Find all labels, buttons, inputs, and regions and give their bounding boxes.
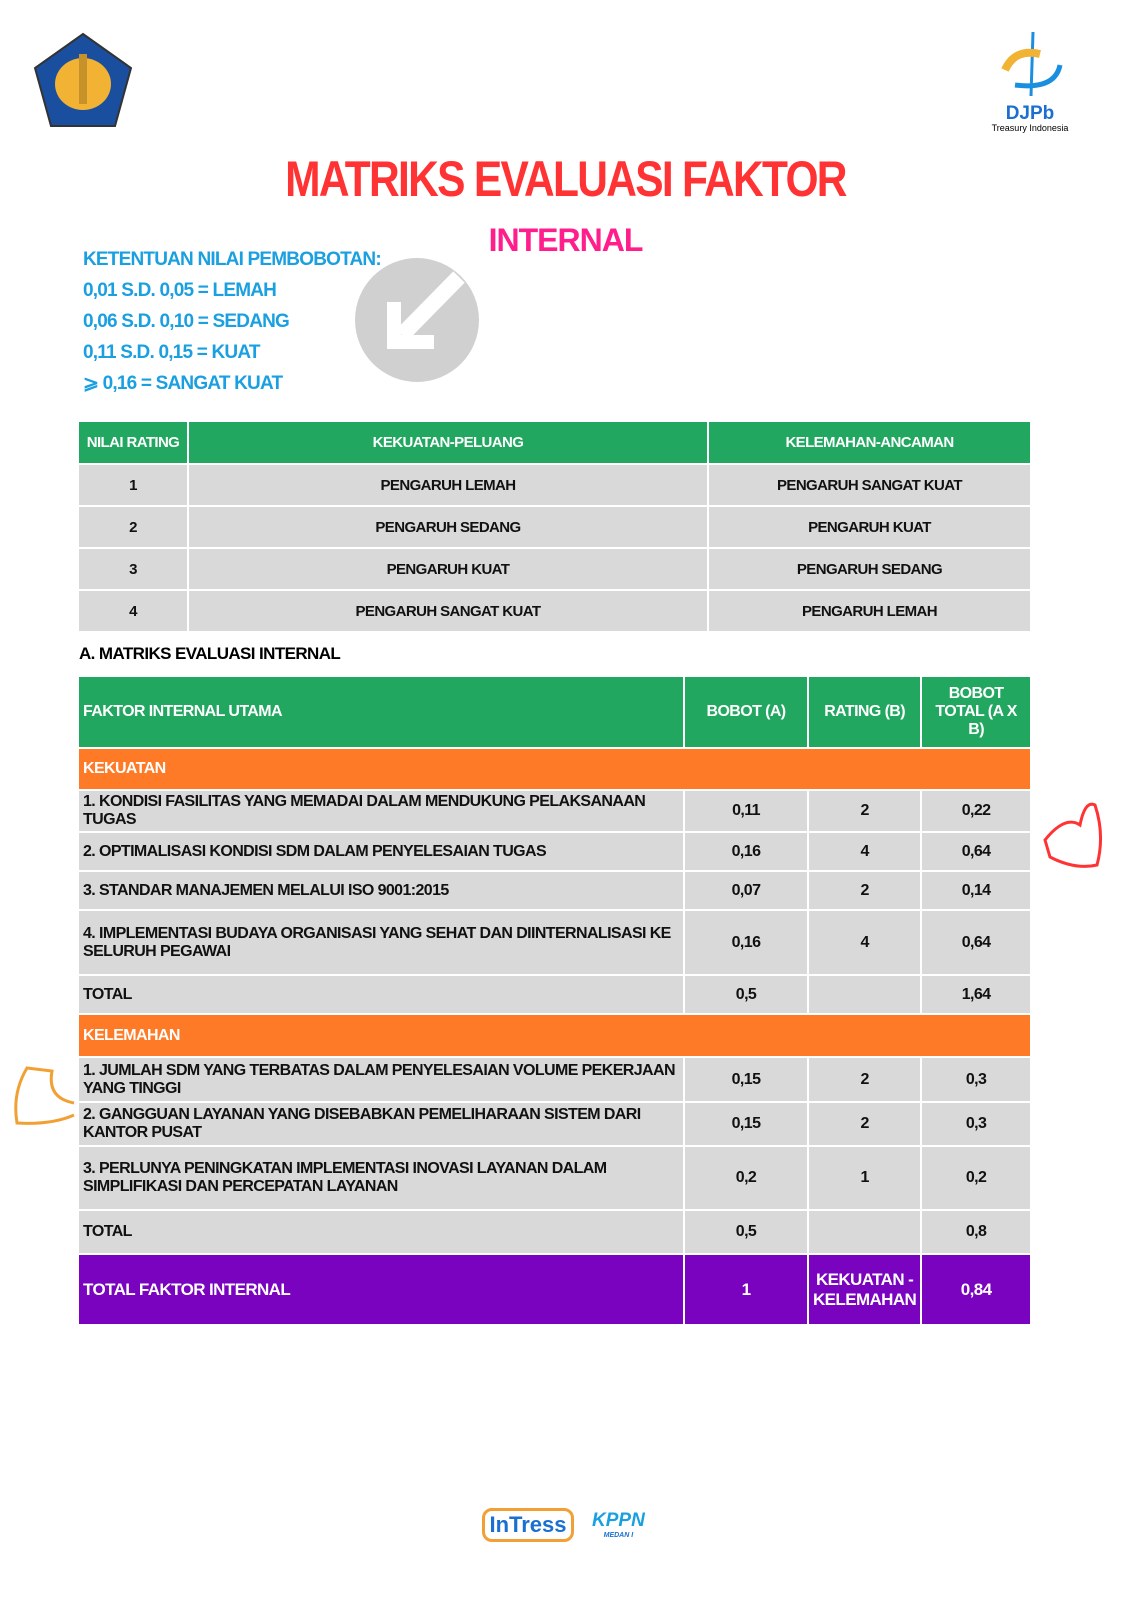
legend-item: 0,11 S.D. 0,15 = KUAT [83, 342, 260, 363]
header-cell: KEKUATAN-PELUANG [187, 420, 709, 465]
weighting-legend: KETENTUAN NILAI PEMBOBOTAN: 0,01 S.D. 0,… [83, 244, 382, 399]
intress-logo: InTress [482, 1508, 574, 1542]
grand-total-row: TOTAL FAKTOR INTERNAL 1 KEKUATAN - KELEMAH… [77, 1253, 1032, 1326]
arrow-check-icon [354, 257, 480, 388]
table-row: 3. PERLUNYA PENINGKATAN IMPLEMENTASI INO… [77, 1145, 1032, 1211]
section-title: A. MATRIKS EVALUASI INTERNAL [79, 644, 341, 663]
flexed-arm-icon [1035, 795, 1105, 875]
kemenkeu-logo [33, 32, 133, 128]
flexed-arm-icon [12, 1063, 77, 1133]
legend-item: 0,06 S.D. 0,10 = SEDANG [83, 311, 290, 332]
djpb-logo: DJPb Treasury Indonesia [985, 30, 1075, 135]
legend-heading: KETENTUAN NILAI PEMBOBOTAN: [83, 249, 382, 270]
table-row: 2. GANGGUAN LAYANAN YANG DISEBABKAN PEME… [77, 1101, 1032, 1147]
rating-table: NILAI RATING KEKUATAN-PELUANG KELEMAHAN-AN… [77, 420, 1032, 633]
total-row: TOTAL 0,5 1,64 [77, 974, 1032, 1015]
page-title: MATRIKS EVALUASI FAKTOR [285, 151, 847, 207]
djpb-logo-text: DJPb [1005, 103, 1055, 124]
kelemahan-heading: KELEMAHAN [77, 1013, 1032, 1058]
legend-item: 0,01 S.D. 0,05 = LEMAH [83, 280, 277, 301]
legend-item: ⩾ 0,16 = SANGAT KUAT [83, 373, 283, 394]
header-cell: KELEMAHAN-ANCAMAN [707, 420, 1032, 465]
djpb-tagline: Treasury Indonesia [991, 123, 1069, 133]
total-row: TOTAL 0,5 0,8 [77, 1209, 1032, 1255]
kppn-logo: KPPN MEDAN I [592, 1510, 645, 1539]
table-row: 3 PENGARUH KUAT PENGARUH SEDANG [77, 547, 1032, 591]
table-row: 1 PENGARUH LEMAH PENGARUH SANGAT KUAT [77, 463, 1032, 507]
table-row: 2 PENGARUH SEDANG PENGARUH KUAT [77, 505, 1032, 549]
table-row: 1. KONDISI FASILITAS YANG MEMADAI DALAM … [77, 789, 1032, 833]
table-row: 4 PENGARUH SANGAT KUAT PENGARUH LEMAH [77, 589, 1032, 633]
page-subtitle: INTERNAL [488, 222, 644, 258]
kekuatan-heading: KEKUATAN [77, 747, 1032, 791]
table-row: 1. JUMLAH SDM YANG TERBATAS DALAM PENYEL… [77, 1056, 1032, 1103]
header-cell: NILAI RATING [77, 420, 189, 465]
ife-matrix-table: FAKTOR INTERNAL UTAMA BOBOT (A) RATING (B)… [77, 675, 1032, 1326]
table-row: 3. STANDAR MANAJEMEN MELALUI ISO 9001:20… [77, 870, 1032, 911]
table-row: 2. OPTIMALISASI KONDISI SDM DALAM PENYEL… [77, 831, 1032, 872]
table-row: 4. IMPLEMENTASI BUDAYA ORGANISASI YANG S… [77, 909, 1032, 976]
